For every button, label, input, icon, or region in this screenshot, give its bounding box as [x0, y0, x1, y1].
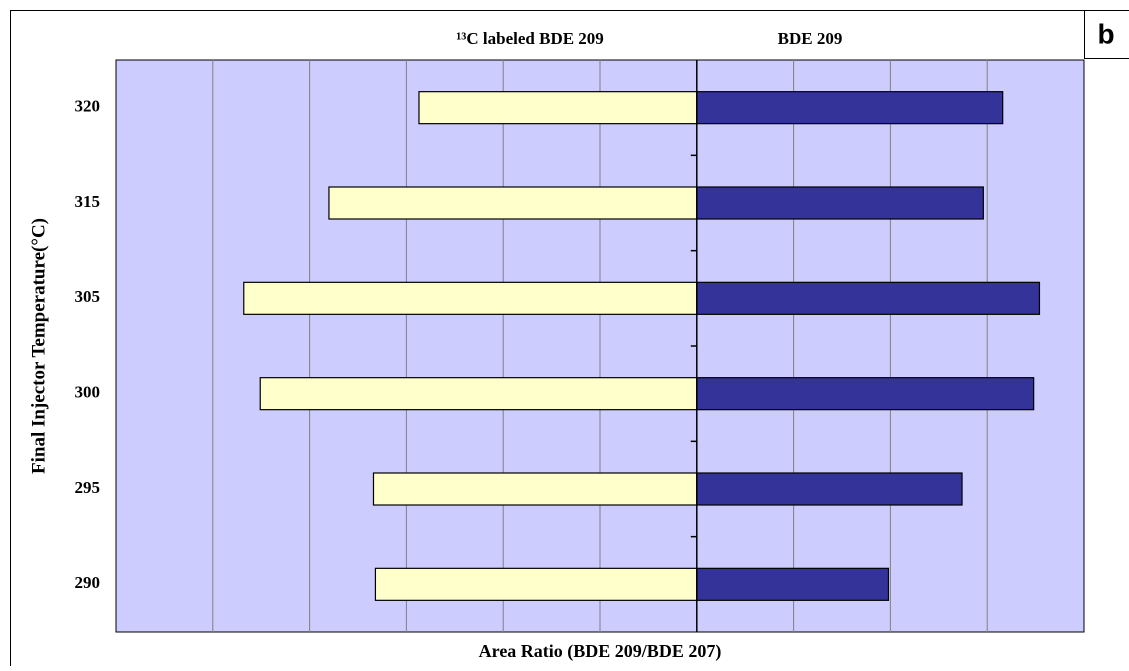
- bar: [260, 378, 697, 410]
- y-tick-label: 305: [75, 287, 101, 306]
- legend-label: BDE 209: [778, 29, 843, 48]
- bar: [697, 187, 984, 219]
- bar: [697, 282, 1040, 314]
- x-axis-label: Area Ratio (BDE 209/BDE 207): [479, 641, 722, 662]
- y-tick-label: 300: [75, 383, 101, 402]
- bar: [329, 187, 697, 219]
- y-tick-label: 315: [75, 192, 101, 211]
- y-tick-label: 290: [75, 573, 101, 592]
- y-axis-label: Final Injector Temperature(°C): [28, 218, 49, 474]
- bar: [697, 568, 889, 600]
- bar: [697, 473, 962, 505]
- bar: [244, 282, 697, 314]
- y-tick-label: 320: [75, 97, 101, 116]
- bar: [697, 378, 1034, 410]
- bar: [375, 568, 696, 600]
- bar: [697, 92, 1003, 124]
- legend-label: ¹³C labeled BDE 209: [456, 29, 604, 48]
- y-tick-label: 295: [75, 478, 101, 497]
- bar: [419, 92, 697, 124]
- panel-label: b: [1097, 18, 1114, 49]
- bar: [373, 473, 696, 505]
